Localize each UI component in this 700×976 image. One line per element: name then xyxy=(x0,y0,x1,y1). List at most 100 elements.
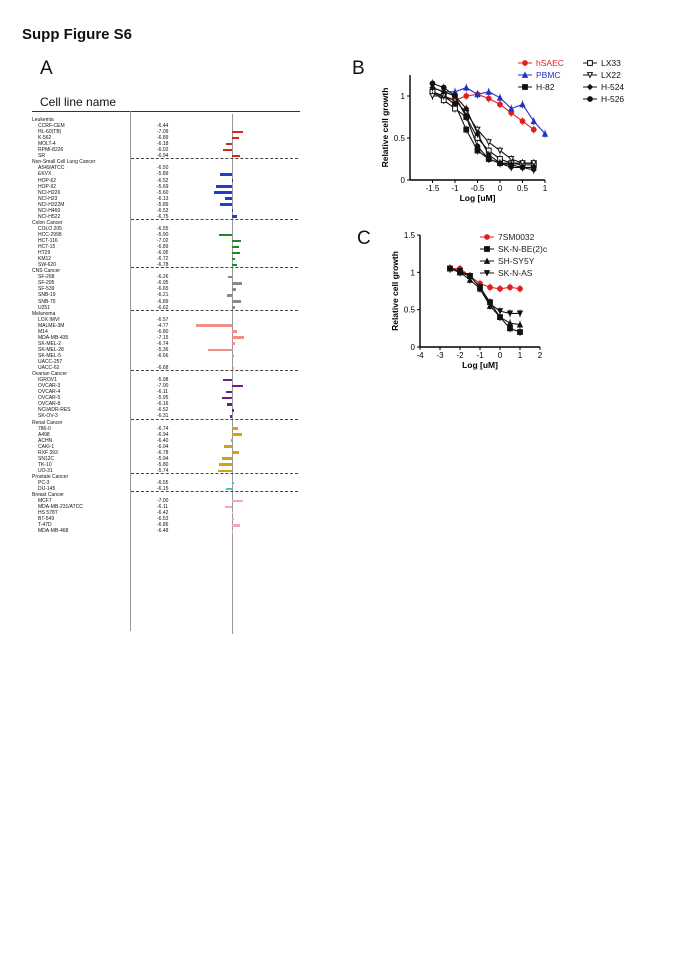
data-point xyxy=(519,164,526,171)
cell-line-value: -5.89 xyxy=(157,171,169,178)
cell-line-value: -6.55 xyxy=(157,480,169,486)
cell-line-value: -6.72 xyxy=(157,256,169,263)
bar-mark xyxy=(226,142,232,146)
group-separator xyxy=(131,267,298,269)
bar-mark xyxy=(226,487,232,491)
bar-mark xyxy=(225,505,232,509)
cell-line-name: A498 xyxy=(38,431,50,438)
cell-line-value: -6.04 xyxy=(157,443,169,450)
bar-mark xyxy=(207,348,232,352)
bar-mark xyxy=(232,288,236,291)
cell-line-name: HCT-116 xyxy=(38,238,58,244)
bar-mark xyxy=(232,354,234,358)
cell-line-value: -6.95 xyxy=(157,280,169,287)
panel-b-letter: B xyxy=(352,58,365,79)
data-point xyxy=(429,93,436,100)
data-point xyxy=(483,257,491,264)
data-point xyxy=(496,147,504,155)
data-point xyxy=(463,126,470,133)
data-point xyxy=(587,96,593,102)
cell-line-value: -6.55 xyxy=(157,225,169,232)
chart-panel-c: -4 -3 -2 -1 0 1 2 0 0.5 1 1.5 Log [uM] Relative cell… xyxy=(390,231,548,370)
y-tick-label: 0.5 xyxy=(404,306,416,315)
panel-c-letter: C xyxy=(357,228,371,249)
group-separator xyxy=(131,158,298,160)
bar-mark xyxy=(232,281,242,285)
cell-line-value: -6.52 xyxy=(157,177,169,184)
bar-mark xyxy=(232,306,236,309)
bar-mark xyxy=(225,390,232,394)
data-point xyxy=(530,126,537,133)
bar-mark xyxy=(222,457,232,460)
bar-mark xyxy=(232,366,235,370)
bar-mark xyxy=(232,499,244,503)
group-separator xyxy=(131,370,298,372)
cell-line-value: -6.89 xyxy=(157,244,169,251)
cell-line-value: -7.15 xyxy=(157,334,169,341)
data-point xyxy=(497,285,503,292)
data-point xyxy=(530,160,537,167)
cell-line-name: U251 xyxy=(38,304,50,311)
data-point xyxy=(530,164,537,171)
bar-mark xyxy=(220,173,232,176)
cell-line-value: -6.94 xyxy=(157,153,169,160)
cell-line-value: -6.50 xyxy=(157,165,169,172)
data-point xyxy=(466,273,474,280)
x-tick-label: -1.5 xyxy=(426,184,440,193)
cell-line-name: NCI-H460 xyxy=(38,207,61,214)
data-point xyxy=(474,126,481,134)
y-tick-label: 1 xyxy=(401,92,406,101)
category-label: Breast Cancer xyxy=(32,492,64,499)
legend-entry: LX22 xyxy=(601,70,621,80)
cell-line-name: HS 578T xyxy=(38,510,58,517)
data-point xyxy=(474,90,481,98)
cell-line-name: HOP-92 xyxy=(38,183,57,190)
x-axis-label: Log [uM] xyxy=(460,193,496,203)
bar-mark xyxy=(216,185,232,188)
cell-line-name: MDA-MB-435 xyxy=(38,334,69,341)
cell-line-value: -6.66 xyxy=(157,352,169,359)
series-line xyxy=(432,91,534,166)
data-point xyxy=(506,319,514,327)
data-point xyxy=(519,160,526,167)
x-tick-label: -0.5 xyxy=(471,184,485,193)
data-point xyxy=(483,270,491,277)
cell-line-value: -7.00 xyxy=(157,498,169,505)
bar-mark xyxy=(232,409,234,412)
bar-mark xyxy=(223,378,232,382)
cell-line-name: A549/ATCC xyxy=(38,165,65,172)
legend-entry: PBMC xyxy=(536,70,561,80)
y-axis-label: Relative cell growth xyxy=(380,88,390,168)
data-point xyxy=(456,267,464,275)
series-line xyxy=(432,91,535,131)
x-tick-label: 2 xyxy=(538,351,543,360)
data-point xyxy=(522,84,528,90)
cell-line-name: MOLT-4 xyxy=(38,141,56,148)
data-point xyxy=(586,72,594,79)
cell-line-name: SNB-19 xyxy=(38,292,56,299)
cell-line-value: -6.18 xyxy=(157,141,169,148)
data-point xyxy=(506,310,514,317)
category-label: Renal Cancer xyxy=(32,419,63,426)
cell-line-name: 786-0 xyxy=(38,425,51,432)
x-axis-label: Log [uM] xyxy=(462,360,498,370)
cell-line-name: BT-549 xyxy=(38,516,55,523)
legend-entry: 7SM0032 xyxy=(498,232,535,242)
data-point xyxy=(429,80,436,87)
cell-line-value: -5.90 xyxy=(157,231,169,238)
cell-line-name: OVCAR-4 xyxy=(38,389,61,396)
bar-mark xyxy=(232,523,241,527)
data-point xyxy=(541,130,549,137)
cell-line-name: HL-60(TB) xyxy=(38,129,62,136)
cell-line-name: SN12C xyxy=(38,455,55,462)
data-point xyxy=(485,95,492,102)
data-point xyxy=(484,234,490,240)
bar-mark xyxy=(232,245,239,249)
bar-mark xyxy=(219,463,232,467)
cell-line-header: Cell line name xyxy=(40,95,117,109)
data-point xyxy=(463,93,470,99)
x-tick-label: 0 xyxy=(498,351,503,360)
cell-line-value: -5.95 xyxy=(157,395,169,402)
data-point xyxy=(521,71,529,78)
cell-line-name: SF-268 xyxy=(38,274,55,281)
